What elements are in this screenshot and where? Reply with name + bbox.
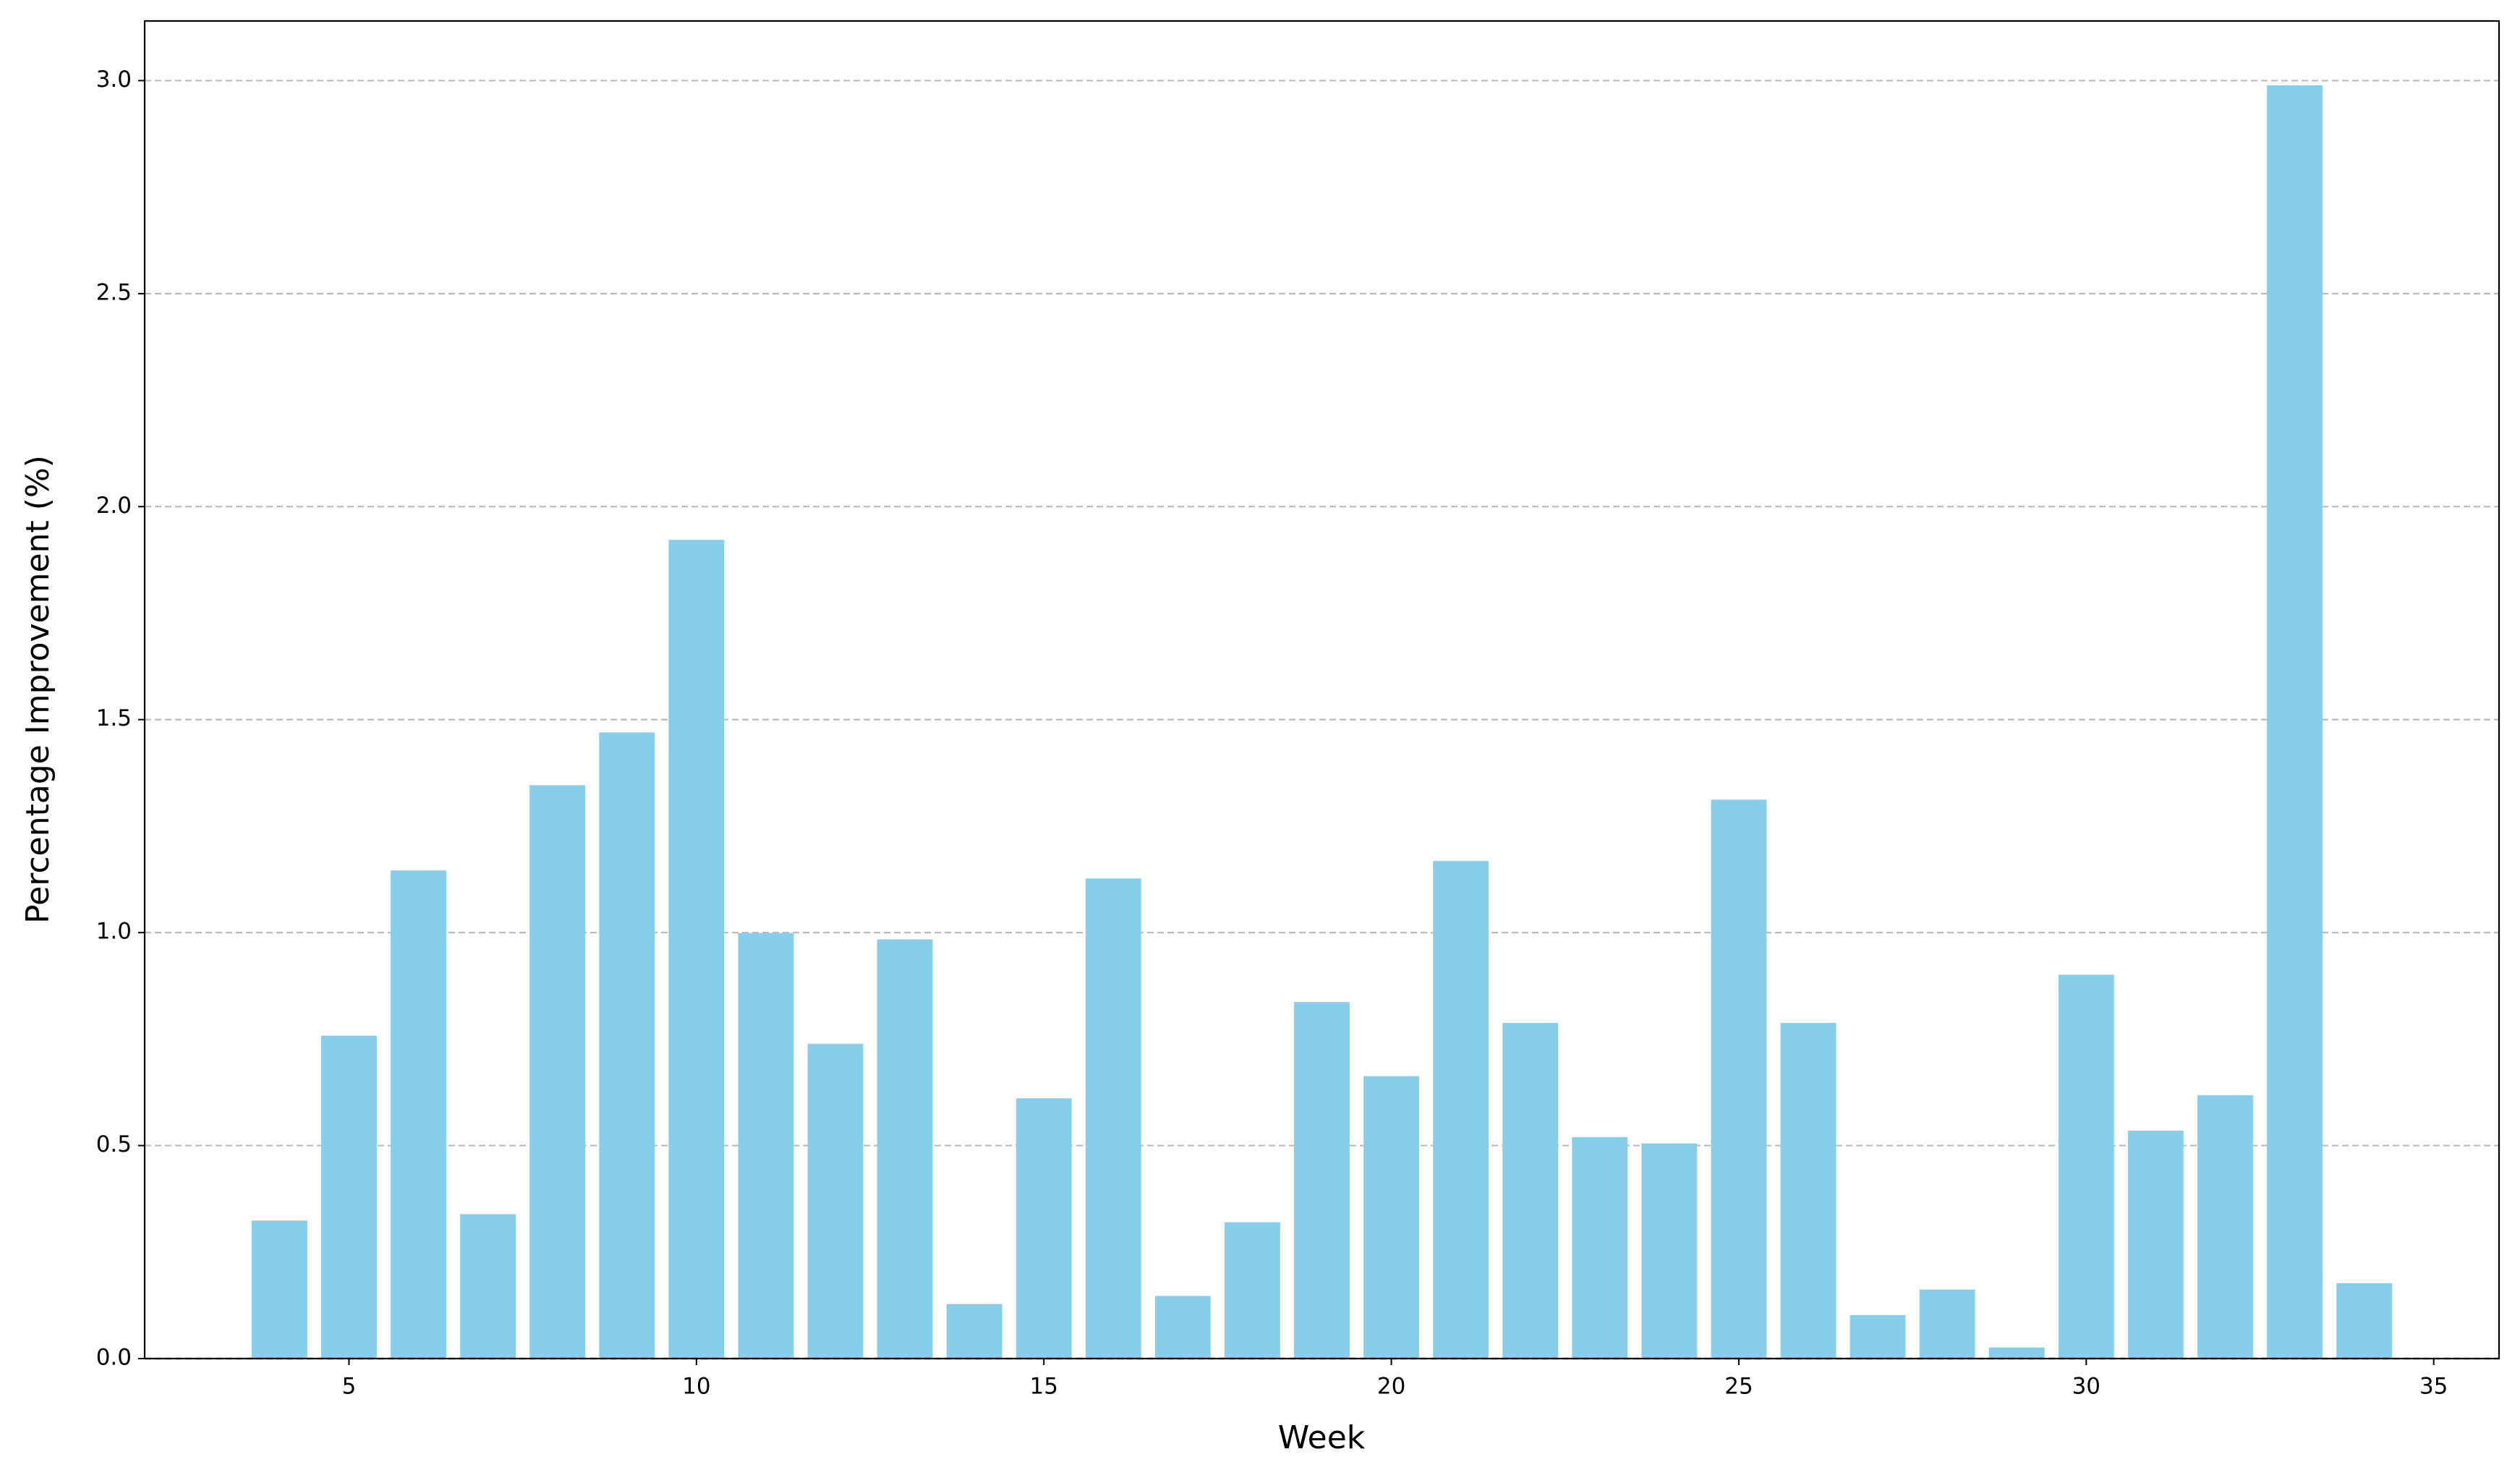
bar [2336, 1283, 2393, 1359]
bar [1363, 1076, 1420, 1359]
bar [807, 1043, 864, 1359]
bar [2267, 85, 2323, 1359]
x-axis-label: Week [1278, 1419, 1366, 1456]
bar [2127, 1130, 2184, 1359]
bar [2058, 974, 2114, 1359]
bar [1085, 878, 1141, 1359]
bar [1711, 799, 1767, 1359]
x-tick-label: 15 [1029, 1374, 1057, 1400]
bar [1641, 1143, 1698, 1359]
bar [1780, 1022, 1836, 1359]
bar [1016, 1098, 1072, 1359]
bar [529, 785, 586, 1359]
bar [251, 1220, 307, 1359]
bar [1502, 1022, 1559, 1359]
bar [1572, 1136, 1628, 1359]
bar [391, 870, 446, 1359]
y-tick-label: 2.0 [96, 493, 132, 519]
x-tick-label: 10 [682, 1374, 710, 1400]
plot-frame [143, 20, 2500, 1360]
bar [1224, 1222, 1280, 1359]
x-tick-label: 25 [1724, 1374, 1753, 1400]
bar [1849, 1314, 1906, 1359]
bar [1919, 1289, 1975, 1359]
bar [460, 1214, 516, 1359]
x-tick-label: 20 [1377, 1374, 1405, 1400]
x-tick-label: 30 [2072, 1374, 2100, 1400]
y-axis-label: Percentage Improvement (%) [20, 455, 56, 924]
bar [668, 540, 725, 1359]
y-tick-label: 1.0 [96, 919, 132, 945]
y-tick-label: 2.5 [96, 279, 132, 305]
bar [1154, 1296, 1211, 1359]
bar [321, 1035, 377, 1359]
y-tick-label: 0.0 [96, 1345, 132, 1371]
bar [1433, 861, 1489, 1359]
x-tick-label: 35 [2419, 1374, 2448, 1400]
x-tick-label: 5 [342, 1374, 357, 1400]
bar [738, 932, 794, 1359]
y-tick-label: 1.5 [96, 705, 132, 731]
y-tick-label: 3.0 [96, 67, 132, 93]
bar [2197, 1095, 2253, 1359]
bar [1294, 1002, 1350, 1359]
bar [946, 1304, 1003, 1359]
bar [1988, 1347, 2045, 1359]
bar [877, 939, 933, 1359]
y-tick-label: 0.5 [96, 1131, 132, 1157]
bar [599, 732, 655, 1359]
